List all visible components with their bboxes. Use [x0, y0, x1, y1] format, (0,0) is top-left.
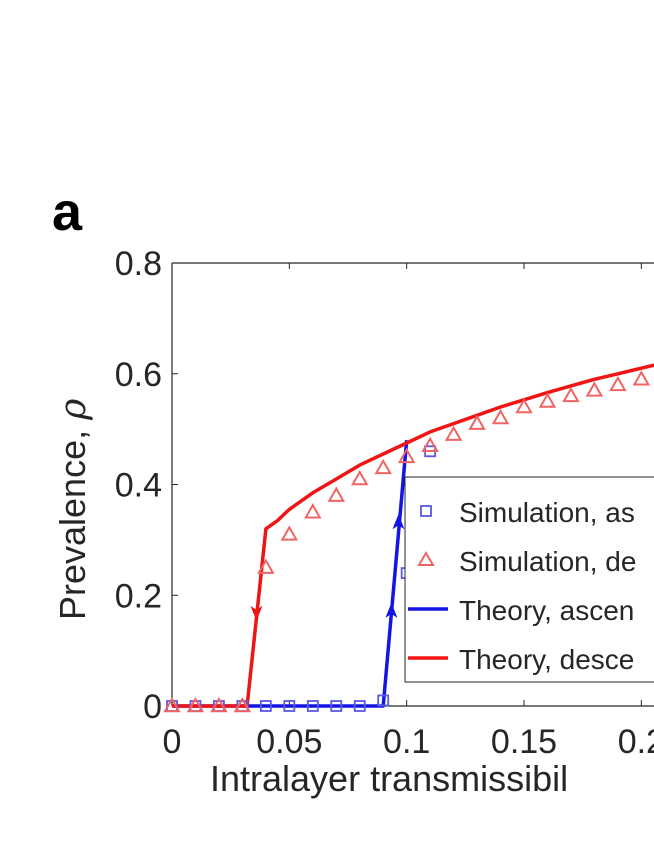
legend-entry-label: Theory, desce — [459, 644, 634, 675]
direction-arrow — [392, 514, 405, 530]
x-tick-label: 0 — [163, 723, 182, 761]
sim-descending-point — [351, 469, 369, 486]
legend-marker-square — [420, 505, 432, 517]
sim-descending-point — [233, 696, 252, 713]
y-tick-label: 0.2 — [115, 577, 162, 615]
y-tick-label: 0 — [143, 688, 162, 726]
sim-descending-point — [327, 486, 345, 502]
axis-ticks: 0 0.05 0.1 0.15 0.2 0 0.2 0.4 0.6 0.8 — [115, 245, 654, 761]
x-tick-label: 0.05 — [256, 723, 322, 761]
sim-ascending-point — [259, 700, 272, 712]
direction-arrow — [250, 605, 263, 621]
sim-descending-point — [210, 696, 228, 713]
sim-ascending-point — [330, 700, 343, 712]
sim-descending-point — [468, 414, 486, 430]
sim-descending-point — [280, 525, 299, 541]
direction-arrow — [385, 602, 398, 618]
sim-descending-point — [562, 386, 580, 403]
series-layer — [163, 363, 654, 713]
y-axis-label-symbol: ρ — [53, 399, 94, 421]
x-tick-label: 0.15 — [491, 723, 557, 761]
x-axis-label: Intralayer transmissibil — [210, 758, 568, 799]
sim-descending-point — [163, 696, 181, 713]
panel-label: a — [52, 182, 83, 242]
sim-descending-point — [609, 375, 627, 392]
sim-ascending-point — [306, 700, 319, 712]
sim-descending-point — [585, 381, 604, 397]
y-tick-label: 0.6 — [115, 356, 162, 394]
legend-entry-label: Simulation, as — [459, 497, 635, 528]
sim-descending-point — [257, 558, 275, 574]
sim-descending-point — [186, 696, 205, 713]
sim-ascending-point — [283, 700, 296, 712]
theory-line — [172, 440, 409, 708]
sim-descending-point — [421, 436, 439, 452]
sim-descending-point — [632, 370, 651, 386]
x-tick-label: 0.1 — [383, 723, 430, 761]
sim-descending-point — [397, 447, 416, 464]
y-axis-label-text: Prevalence, — [52, 420, 93, 620]
sim-descending-point — [374, 458, 392, 475]
y-tick-label: 0.4 — [115, 467, 162, 505]
sim-descending-point — [515, 397, 533, 414]
sim-descending-point — [491, 409, 510, 425]
sim-descending-point — [538, 392, 557, 408]
sim-descending-point — [304, 503, 322, 519]
legend-marker-triangle — [417, 551, 435, 566]
sim-ascending-point — [377, 694, 390, 707]
legend: Simulation, as Simulation, de Theory, asce… — [404, 476, 654, 683]
legend-box — [404, 476, 654, 683]
theory-line — [172, 363, 654, 708]
legend-entry-label: Theory, ascen — [459, 595, 634, 626]
y-axis-label: Prevalence, ρ — [52, 399, 94, 620]
sim-ascending-point — [353, 700, 366, 712]
x-tick-label: 0.2 — [618, 723, 654, 761]
sim-descending-point — [444, 425, 463, 441]
legend-entry-label: Simulation, de — [459, 546, 636, 577]
y-tick-label: 0.8 — [115, 245, 162, 283]
